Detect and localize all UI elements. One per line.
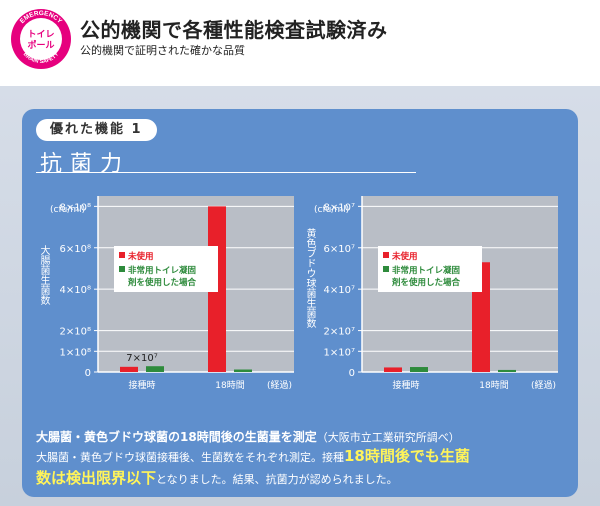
y-tick-label: 0	[85, 368, 91, 379]
y-tick-label: 8×10⁸	[60, 202, 91, 213]
bar-used	[498, 369, 516, 372]
y-tick-label: 4×10⁷	[324, 285, 355, 296]
legend-swatch-used	[383, 266, 389, 272]
x-tick-label: 18時間	[215, 380, 244, 391]
chart-staph-ylabel: 黄色ブドウ球菌生菌数	[304, 228, 315, 328]
bar-unused	[120, 366, 138, 372]
bar-used	[410, 367, 428, 372]
y-tick-label: 6×10⁷	[324, 244, 355, 255]
result-body: 大腸菌・黄色ブドウ球菌接種後、生菌数をそれぞれ測定。接種18時間後でも生菌数は検…	[36, 446, 556, 490]
chart-e-coli-svg: 0 1×10⁸ 2×10⁸ 4×10⁸ 6×10⁸ 8×10⁸(cfu/ml) 接種時 18時…	[50, 196, 294, 391]
legend-box	[114, 246, 218, 292]
y-tick-label: 8×10⁷	[324, 202, 355, 213]
chart-staph: 0 1×10⁷ 2×10⁷ 4×10⁷ 6×10⁷ 8×10⁷ (cfu/ml) 接種時 18時…	[300, 190, 564, 400]
x-tick-label: 18時間	[479, 380, 508, 391]
chart-e-coli-ylabel: 大腸菌生菌数	[38, 245, 49, 305]
result-highlight-1: 18時間後でも生菌	[344, 447, 470, 465]
legend-label-used-2: 剤を使用した場合	[391, 277, 461, 288]
y-tick-label: 4×10⁸	[60, 285, 91, 296]
y-tick-label: 1×10⁷	[324, 347, 355, 358]
feature-divider	[36, 172, 416, 173]
brain-safety-badge-icon: EMERGENCY BRAIN SAFETY トイレ ポール	[11, 9, 71, 69]
feature-tag: 優れた機能 1	[36, 119, 157, 141]
value-annotation: 7×10⁷	[126, 353, 157, 364]
badge-center-line1: トイレ	[27, 29, 54, 40]
legend-label-used-1: 非常用トイレ凝固	[392, 265, 460, 276]
bar-unused	[384, 367, 402, 372]
y-tick-label: 0	[349, 368, 355, 379]
y-tick-label: 2×10⁸	[60, 327, 91, 338]
result-body-2: となりました。結果、抗菌力が認められました。	[156, 473, 398, 486]
chart-e-coli: 0 1×10⁸ 2×10⁸ 4×10⁸ 6×10⁸ 8×10⁸ (cfu/ml) 接種時 18時…	[36, 190, 300, 400]
result-highlight-2: 数は検出限界以下	[36, 469, 157, 487]
y-tick-label: 6×10⁸	[60, 244, 91, 255]
badge-center-line2: ポール	[27, 39, 54, 51]
legend-label-unused: 未使用	[391, 251, 418, 262]
y-unit-label: (cfu/ml)	[50, 205, 85, 215]
page-subtitle: 公的機関で証明された確かな品質	[80, 44, 245, 57]
bar-used	[234, 369, 252, 372]
y-tick-label: 2×10⁷	[324, 327, 355, 338]
legend-box	[378, 246, 482, 292]
legend-swatch-unused	[119, 252, 125, 258]
legend-label-unused: 未使用	[127, 251, 154, 262]
result-source: （大阪市立工業研究所調べ）	[316, 431, 460, 444]
legend-swatch-used	[119, 266, 125, 272]
legend-label-used-2: 剤を使用した場合	[127, 277, 197, 288]
y-tick-label: 1×10⁸	[60, 347, 91, 358]
x-axis-label: (経過)	[531, 379, 556, 391]
result-heading: 大腸菌・黄色ブドウ球菌の18時間後の生菌量を測定（大阪市立工業研究所調べ）	[36, 428, 460, 445]
feature-name: 抗菌力	[40, 152, 131, 177]
legend-swatch-unused	[383, 252, 389, 258]
x-axis-label: (経過)	[267, 379, 292, 391]
x-tick-label: 接種時	[128, 379, 155, 391]
result-heading-text: 大腸菌・黄色ブドウ球菌の18時間後の生菌量を測定	[36, 430, 317, 444]
legend-label-used-1: 非常用トイレ凝固	[128, 265, 196, 276]
y-unit-label: (cfu/ml)	[314, 205, 349, 215]
bar-used	[146, 366, 164, 372]
x-tick-label: 接種時	[392, 379, 419, 391]
result-body-1: 大腸菌・黄色ブドウ球菌接種後、生菌数をそれぞれ測定。接種	[36, 451, 344, 464]
chart-staph-svg: 0 1×10⁷ 2×10⁷ 4×10⁷ 6×10⁷ 8×10⁷(cfu/ml) 接種時 18時…	[314, 196, 558, 391]
page-title: 公的機関で各種性能検査試験済み	[80, 18, 388, 42]
